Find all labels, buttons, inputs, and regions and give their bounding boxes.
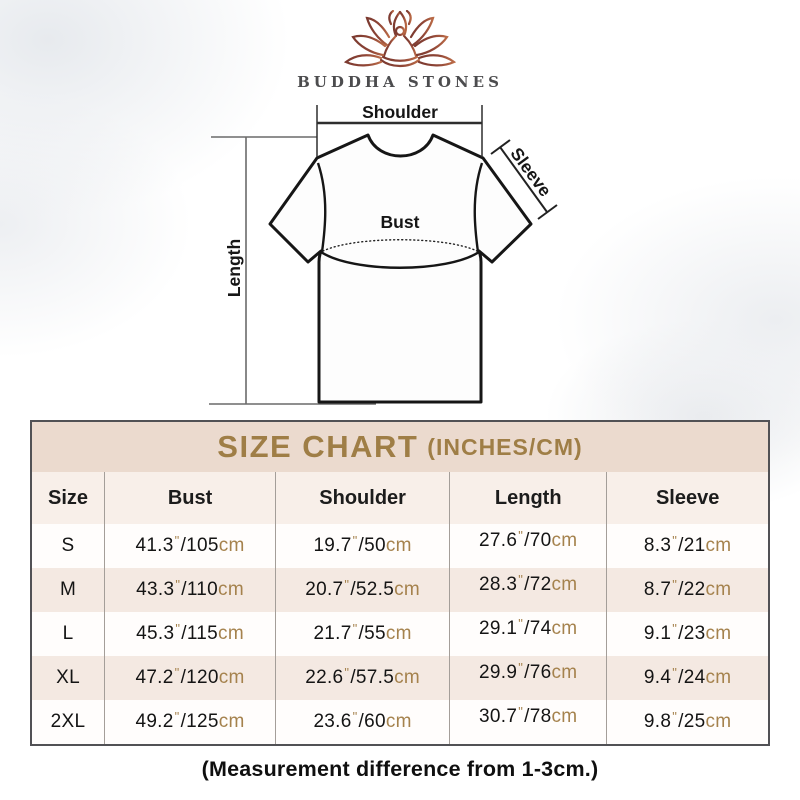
tshirt-measurement-diagram: Shoulder Bust Length Sleeve: [209, 102, 558, 405]
length-value-cell: 30.7"/78cm: [449, 700, 608, 744]
bust-value-cell: 45.3"/115cm: [104, 612, 277, 656]
size-cell: S: [32, 524, 106, 568]
shoulder-label: Shoulder: [362, 102, 438, 122]
shoulder-value-cell: 22.6"/57.5cm: [275, 656, 451, 700]
size-cell: L: [32, 612, 106, 656]
col-header-sleeve: Sleeve: [606, 472, 768, 524]
bust-value-cell: 43.3"/110cm: [104, 568, 277, 612]
shoulder-value-cell: 21.7"/55cm: [275, 612, 451, 656]
length-label: Length: [224, 239, 244, 297]
bust-value-cell: 47.2"/120cm: [104, 656, 277, 700]
shoulder-measure-line: [316, 105, 483, 157]
size-row-M: M 43.3"/110cm 20.7"/52.5cm 28.3"/72cm 8.7"/2…: [32, 568, 768, 612]
size-chart-panel: SIZE CHART (INCHES/CM) Size Bust Shoulde…: [30, 420, 770, 746]
size-row-L: L 45.3"/115cm 21.7"/55cm 29.1"/74cm 9.1"/23c…: [32, 612, 768, 656]
size-table-body: S 41.3"/105cm 19.7"/50cm 27.6"/70cm 8.3"/21c…: [32, 524, 768, 744]
size-chart-title-main: SIZE CHART: [217, 429, 419, 464]
size-cell: XL: [32, 656, 106, 700]
size-chart-title-units: (INCHES/CM): [427, 433, 583, 460]
size-row-2XL: 2XL 49.2"/125cm 23.6"/60cm 30.7"/78cm 9.8"/2…: [32, 700, 768, 744]
brand-name: BUDDHA STONES: [297, 73, 503, 91]
shoulder-value-cell: 20.7"/52.5cm: [275, 568, 451, 612]
sleeve-value-cell: 9.1"/23cm: [643, 621, 732, 644]
col-header-bust: Bust: [104, 472, 277, 524]
sleeve-value-cell: 8.3"/21cm: [643, 533, 732, 556]
sleeve-value-cell: 9.4"/24cm: [643, 665, 732, 688]
size-cell: M: [32, 568, 106, 612]
shoulder-value-cell: 19.7"/50cm: [275, 524, 451, 568]
length-measure-line: [209, 136, 376, 405]
size-table-header-row: Size Bust Shoulder Length Sleeve: [32, 472, 768, 524]
tshirt-side-seams: [316, 162, 484, 269]
brand-header: BUDDHA STONES: [0, 10, 800, 91]
lotus-logo-icon: [343, 10, 457, 68]
col-header-size: Size: [32, 472, 106, 524]
size-table: Size Bust Shoulder Length Sleeve S 41.3"/…: [32, 472, 768, 744]
bust-value-cell: 41.3"/105cm: [104, 524, 277, 568]
size-row-S: S 41.3"/105cm 19.7"/50cm 27.6"/70cm 8.3"/21c…: [32, 524, 768, 568]
sleeve-label: Sleeve: [506, 144, 555, 201]
length-value-cell: 29.9"/76cm: [449, 656, 608, 700]
bust-label: Bust: [381, 212, 420, 232]
sleeve-measure-line: [490, 139, 558, 220]
length-value-cell: 27.6"/70cm: [449, 524, 608, 568]
length-value-cell: 29.1"/74cm: [449, 612, 608, 656]
size-row-XL: XL 47.2"/120cm 22.6"/57.5cm 29.9"/76cm 9.4"/…: [32, 656, 768, 700]
bust-value-cell: 49.2"/125cm: [104, 700, 277, 744]
size-chart-title: SIZE CHART (INCHES/CM): [32, 422, 768, 472]
measurement-footnote: (Measurement difference from 1-3cm.): [201, 757, 599, 781]
length-value-cell: 28.3"/72cm: [449, 568, 608, 612]
size-cell: 2XL: [32, 700, 106, 744]
col-header-shoulder: Shoulder: [275, 472, 451, 524]
col-header-length: Length: [449, 472, 608, 524]
sleeve-value-cell: 8.7"/22cm: [643, 577, 732, 600]
shoulder-value-cell: 23.6"/60cm: [275, 700, 451, 744]
sleeve-value-cell: 9.8"/25cm: [643, 709, 732, 732]
